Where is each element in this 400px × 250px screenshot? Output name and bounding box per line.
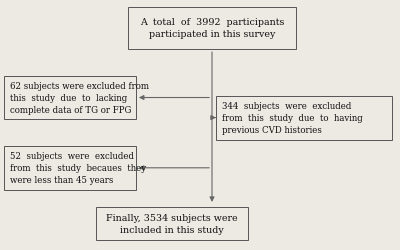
- Text: 344  subjects  were  excluded
from  this  study  due  to  having
previous CVD hi: 344 subjects were excluded from this stu…: [222, 102, 363, 135]
- FancyBboxPatch shape: [96, 208, 248, 240]
- FancyBboxPatch shape: [4, 76, 136, 120]
- Text: A  total  of  3992  participants
participated in this survey: A total of 3992 participants participate…: [140, 18, 284, 39]
- Text: 52  subjects  were  excluded
from  this  study  becaues  they
were less than 45 : 52 subjects were excluded from this stud…: [10, 152, 146, 185]
- Text: 62 subjects were excluded from
this  study  due  to  lacking
complete data of TG: 62 subjects were excluded from this stud…: [10, 82, 149, 115]
- FancyBboxPatch shape: [216, 96, 392, 140]
- Text: Finally, 3534 subjects were
included in this study: Finally, 3534 subjects were included in …: [106, 213, 238, 234]
- FancyBboxPatch shape: [128, 8, 296, 50]
- FancyBboxPatch shape: [4, 146, 136, 190]
